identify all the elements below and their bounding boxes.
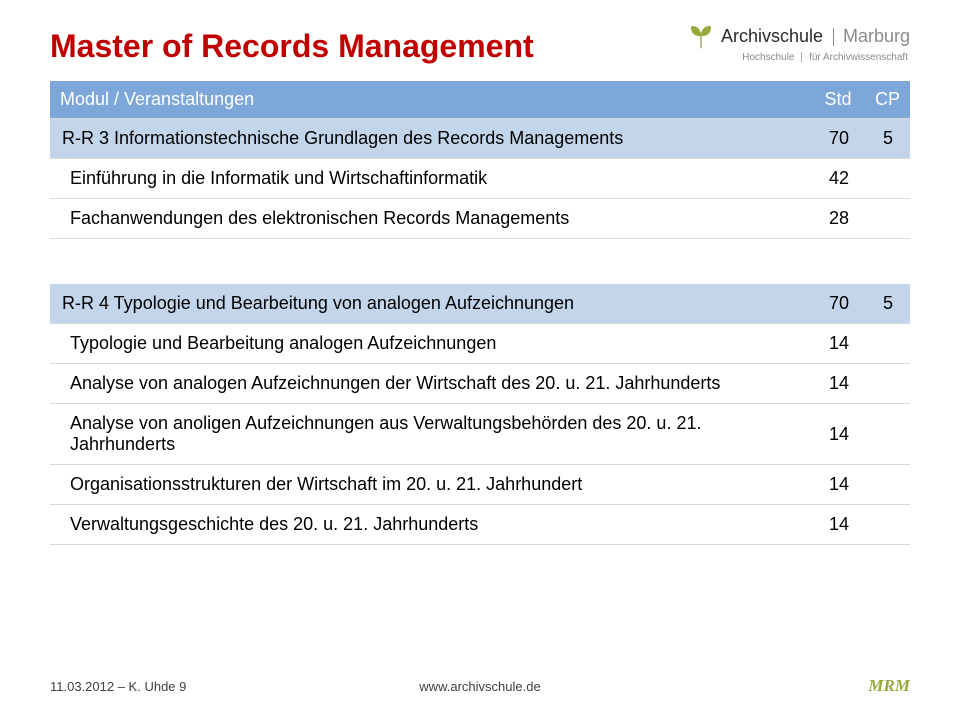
row-label: Analyse von anoligen Aufzeichnungen aus … [50, 404, 812, 464]
footer-center: www.archivschule.de [50, 679, 910, 694]
module-cp: 5 [866, 284, 910, 323]
row-std: 14 [812, 505, 866, 544]
table-row: Fachanwendungen des elektronischen Recor… [50, 199, 910, 239]
slide: Archivschule Marburg Hochschule für Arch… [0, 0, 960, 718]
header-label: Modul / Veranstaltungen [50, 81, 811, 118]
logo-divider-icon [833, 28, 834, 46]
module-table: Modul / Veranstaltungen Std CP R-R 3 Inf… [50, 81, 910, 545]
table-row: Einführung in die Informatik und Wirtsch… [50, 159, 910, 199]
row-std: 42 [812, 159, 866, 198]
tiny-divider-icon [801, 52, 802, 62]
table-row: Analyse von anoligen Aufzeichnungen aus … [50, 404, 910, 465]
header-cp: CP [865, 81, 910, 118]
row-std: 14 [812, 465, 866, 504]
row-std: 14 [812, 415, 866, 454]
row-cp [866, 335, 910, 353]
row-label: Fachanwendungen des elektronischen Recor… [50, 199, 812, 238]
row-std: 14 [812, 364, 866, 403]
logo: Archivschule Marburg Hochschule für Arch… [687, 22, 910, 63]
logo-tagline-right: für Archivwissenschaft [809, 52, 908, 63]
row-label: Typologie und Bearbeitung analogen Aufze… [50, 324, 812, 363]
module-row: R-R 4 Typologie und Bearbeitung von anal… [50, 284, 910, 324]
logo-tagline: Hochschule für Archivwissenschaft [687, 52, 910, 63]
row-cp [866, 476, 910, 494]
logo-text-main: Archivschule [721, 26, 823, 46]
gap-cell [866, 250, 910, 274]
row-label: Einführung in die Informatik und Wirtsch… [50, 159, 812, 198]
logo-tagline-left: Hochschule [742, 52, 794, 63]
logo-text-sub: Marburg [843, 26, 910, 46]
row-std: 14 [812, 324, 866, 363]
row-label: Analyse von analogen Aufzeichnungen der … [50, 364, 812, 403]
gap-cell [812, 250, 866, 274]
gap-row [50, 239, 910, 284]
row-std: 28 [812, 199, 866, 238]
table-row: Organisationsstrukturen der Wirtschaft i… [50, 465, 910, 505]
module-std: 70 [812, 284, 866, 323]
header-std: Std [811, 81, 865, 118]
row-label: Organisationsstrukturen der Wirtschaft i… [50, 465, 812, 504]
row-cp [866, 516, 910, 534]
row-cp [866, 210, 910, 228]
module-label: R-R 4 Typologie und Bearbeitung von anal… [50, 284, 812, 323]
table-header-row: Modul / Veranstaltungen Std CP [50, 81, 910, 119]
row-cp [866, 425, 910, 443]
footer: 11.03.2012 – K. Uhde 9 www.archivschule.… [50, 676, 910, 696]
table-row: Verwaltungsgeschichte des 20. u. 21. Jah… [50, 505, 910, 545]
module-row: R-R 3 Informationstechnische Grundlagen … [50, 119, 910, 159]
module-cp: 5 [866, 119, 910, 158]
logo-row: Archivschule Marburg [687, 22, 910, 50]
row-cp [866, 375, 910, 393]
table-row: Analyse von analogen Aufzeichnungen der … [50, 364, 910, 404]
row-cp [866, 170, 910, 188]
module-std: 70 [812, 119, 866, 158]
table-row: Typologie und Bearbeitung analogen Aufze… [50, 324, 910, 364]
gap-cell [50, 239, 812, 284]
module-label: R-R 3 Informationstechnische Grundlagen … [50, 119, 812, 158]
ginkgo-leaf-icon [687, 22, 715, 50]
row-label: Verwaltungsgeschichte des 20. u. 21. Jah… [50, 505, 812, 544]
